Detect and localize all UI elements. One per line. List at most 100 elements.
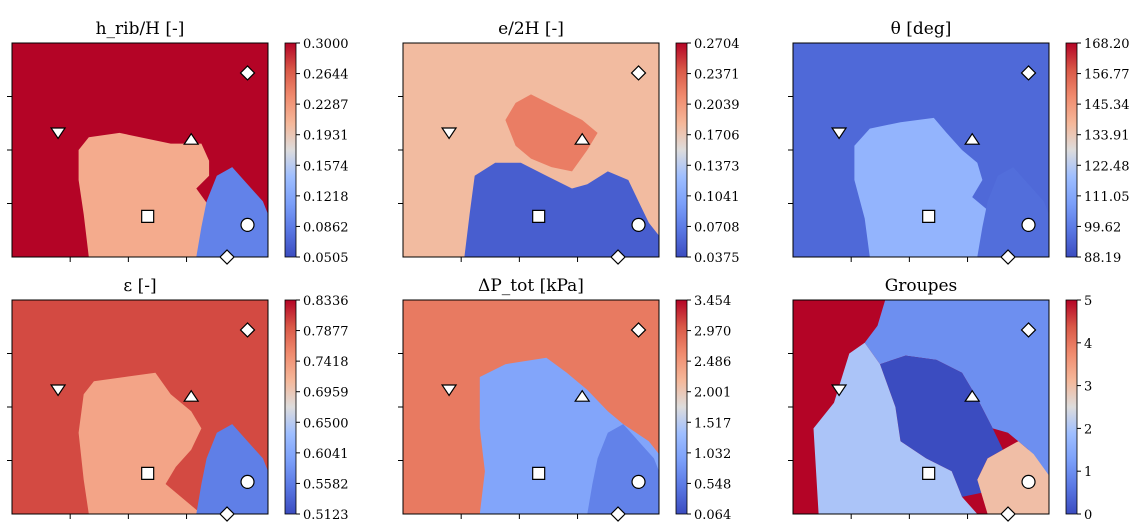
colorbar-tick-label: 5 xyxy=(1084,294,1092,309)
colorbar-tick-label: 0.7418 xyxy=(303,355,349,370)
colorbar-tick-label: 0.548 xyxy=(694,477,731,492)
colorbar-tick-label: 2.001 xyxy=(694,386,731,401)
colorbar xyxy=(284,42,297,258)
colorbar-tick-label: 0.7877 xyxy=(303,325,349,340)
marker-square xyxy=(922,466,936,480)
colorbar-tick-label: 3.454 xyxy=(694,294,731,309)
colorbar-tick-label: 145.34 xyxy=(1084,98,1130,113)
colorbar-tick-label: 0.5123 xyxy=(303,508,349,522)
heatmap-region-bottom-right xyxy=(587,424,659,514)
colorbar-tick-label: 0.0708 xyxy=(694,220,740,235)
colorbar-tick-label: 0 xyxy=(1084,508,1092,522)
chart-title: ε [-] xyxy=(123,276,156,296)
colorbar xyxy=(1065,299,1078,515)
chart-title: e/2H [-] xyxy=(498,19,564,39)
marker-triangle-up xyxy=(964,389,981,402)
heatmap-region-middle xyxy=(78,372,202,514)
marker-square xyxy=(532,466,546,480)
heatmap-area xyxy=(12,43,268,257)
marker-square xyxy=(532,209,546,223)
marker-diamond xyxy=(630,65,647,81)
colorbar-tick-label: 0.1041 xyxy=(694,190,740,205)
chart-panel-3: ε [-] 0.8336 0.7877 0.7418 0.6959 0.6500 0.604… xyxy=(7,276,349,523)
marker-diamond xyxy=(630,322,647,338)
marker-circle xyxy=(1021,474,1036,489)
chart-title: Groupes xyxy=(885,276,958,296)
heatmap-region-bottom-right xyxy=(196,424,268,514)
colorbar-tick-label: 99.62 xyxy=(1084,220,1121,235)
colorbar-tick-label: 2.486 xyxy=(694,355,731,370)
marker-diamond xyxy=(1020,65,1037,81)
colorbar-tick-label: 122.48 xyxy=(1084,159,1130,174)
colorbar-tick-label: 156.77 xyxy=(1084,68,1130,83)
chart-panel-1: e/2H [-] 0.2704 0.2371 0.2039 0.1706 0.1373 0.… xyxy=(398,19,740,266)
marker-diamond xyxy=(610,506,626,522)
colorbar-tick-label: 3 xyxy=(1084,380,1092,395)
heatmap-area xyxy=(793,43,1049,257)
marker-diamond xyxy=(219,506,235,522)
chart-title: θ [deg] xyxy=(891,19,952,39)
heatmap-region-bottom-center xyxy=(813,342,978,514)
colorbar-tick-label: 0.064 xyxy=(694,508,731,522)
marker-diamond xyxy=(239,322,256,338)
colorbar-tick-label: 0.6500 xyxy=(303,416,349,431)
marker-diamond xyxy=(1000,506,1016,522)
colorbar-tick-label: 0.0862 xyxy=(303,220,349,235)
colorbar-tick-label: 133.91 xyxy=(1084,129,1130,144)
colorbar-tick-label: 168.20 xyxy=(1084,37,1130,52)
marker-triangle-up xyxy=(574,389,591,402)
colorbar xyxy=(675,42,688,258)
colorbar-tick-label: 2.970 xyxy=(694,325,731,340)
colorbar-tick-label: 0.1706 xyxy=(694,129,740,144)
heatmap-region-bottom-right xyxy=(196,167,268,257)
marker-triangle-down xyxy=(830,127,848,140)
heatmap-region-top xyxy=(864,300,1049,514)
marker-diamond xyxy=(610,249,626,265)
marker-diamond xyxy=(1020,322,1037,338)
heatmap-area xyxy=(793,300,1049,514)
colorbar-tick-label: 1.032 xyxy=(694,447,731,462)
colorbar-tick-label: 0.0505 xyxy=(303,251,349,266)
marker-triangle-down xyxy=(440,127,458,140)
colorbar-tick-label: 0.2371 xyxy=(694,68,740,83)
heatmap-region-bottom-right xyxy=(977,167,1049,257)
heatmap-area xyxy=(12,300,268,514)
marker-square xyxy=(141,209,155,223)
colorbar-tick-label: 0.2039 xyxy=(694,98,740,113)
chart-title: h_rib/H [-] xyxy=(96,19,185,39)
colorbar-tick-label: 0.6959 xyxy=(303,386,349,401)
chart-title: ΔP_tot [kPa] xyxy=(478,276,584,296)
chart-panel-5: Groupes 5 4 3 2 1 0 xyxy=(788,276,1092,523)
colorbar xyxy=(675,299,688,515)
colorbar-tick-label: 0.0375 xyxy=(694,251,740,266)
heatmap-region-bottom-right xyxy=(977,441,1049,514)
colorbar-tick-label: 0.6041 xyxy=(303,447,349,462)
marker-triangle-up xyxy=(964,132,981,145)
marker-square xyxy=(922,209,936,223)
chart-panel-2: θ [deg] 168.20 156.77 145.34 133.91 122.48 111… xyxy=(788,19,1130,266)
marker-circle xyxy=(240,474,255,489)
marker-diamond xyxy=(239,65,256,81)
marker-triangle-down xyxy=(440,384,458,397)
marker-triangle-up xyxy=(183,389,200,402)
marker-triangle-up xyxy=(183,132,200,145)
colorbar-tick-label: 111.05 xyxy=(1084,190,1130,205)
heatmap-area xyxy=(403,43,659,257)
marker-circle xyxy=(1021,217,1036,232)
colorbar-tick-label: 0.1931 xyxy=(303,129,349,144)
marker-triangle-down xyxy=(49,384,67,397)
marker-diamond xyxy=(1000,249,1016,265)
colorbar-tick-label: 1.517 xyxy=(694,416,731,431)
marker-diamond xyxy=(219,249,235,265)
chart-panel-0: h_rib/H [-] 0.3000 0.2644 0.2287 0.1931 0.157… xyxy=(7,19,349,266)
marker-circle xyxy=(631,217,646,232)
colorbar xyxy=(1065,42,1078,258)
colorbar-tick-label: 0.3000 xyxy=(303,37,349,52)
colorbar-tick-label: 0.2287 xyxy=(303,98,349,113)
heatmap-region-middle xyxy=(854,117,1014,257)
heatmap-region-middle xyxy=(505,94,598,172)
colorbar-tick-label: 0.1574 xyxy=(303,159,349,174)
marker-square xyxy=(141,466,155,480)
marker-triangle-up xyxy=(574,132,591,145)
